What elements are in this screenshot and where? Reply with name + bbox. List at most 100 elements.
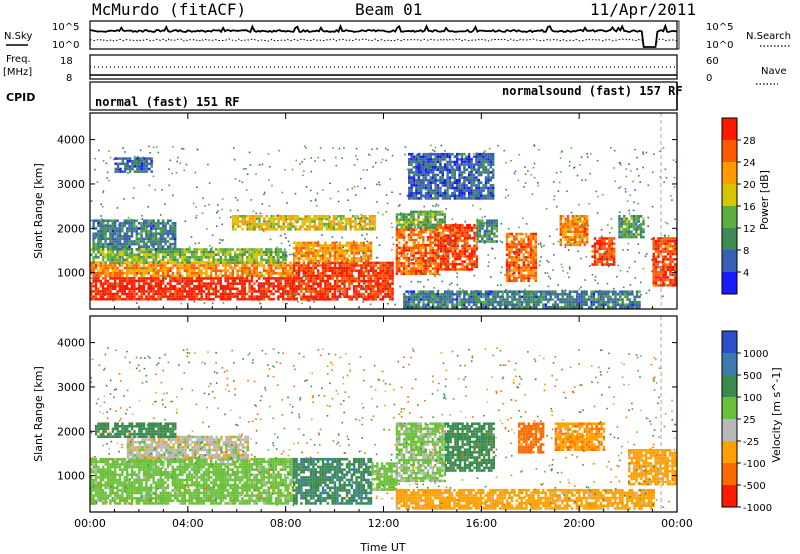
power-ylabel: Slant Range [km] bbox=[32, 163, 45, 259]
y-tick-label: 3000 bbox=[57, 178, 85, 191]
colorbar-swatch bbox=[722, 272, 737, 294]
noise-tick-right-top: 10^5 bbox=[706, 22, 733, 33]
nave-label: Nave bbox=[761, 66, 787, 77]
colorbar-swatch bbox=[722, 118, 737, 140]
heatmap-patch bbox=[293, 241, 373, 263]
x-tick-label: 16:00 bbox=[465, 517, 497, 530]
heatmap-patch bbox=[92, 219, 177, 251]
freq-tick-bottom: 8 bbox=[66, 73, 72, 84]
colorbar-swatch bbox=[722, 206, 737, 228]
cpid-panel: CPID normal (fast) 151 RF normalsound (f… bbox=[6, 81, 683, 111]
freq-unit-label: [MHz] bbox=[3, 67, 32, 78]
date-title: 11/Apr/2011 bbox=[590, 0, 696, 19]
heatmap-patch bbox=[408, 152, 495, 200]
beam-title: Beam 01 bbox=[355, 0, 422, 19]
colorbar-tick-label: 25 bbox=[743, 415, 756, 426]
heatmap-patch bbox=[628, 449, 677, 486]
heatmap-patch bbox=[505, 232, 537, 283]
noise-panel: N.Sky 10^5 10^0 10^5 10^0 N.Search bbox=[4, 20, 791, 51]
velocity-ylabel: Slant Range [km] bbox=[32, 366, 45, 462]
velocity-panel: 1000 2000 3000 4000 00:00 04:00 08:00 12:00 16:… bbox=[32, 315, 693, 554]
colorbar-swatch bbox=[722, 397, 737, 419]
heatmap-patch bbox=[114, 157, 153, 173]
colorbar-swatch bbox=[722, 331, 737, 353]
power-y-axis: 1000 2000 3000 4000 bbox=[57, 134, 677, 280]
colorbar-tick-label: 20 bbox=[743, 180, 756, 191]
power-heatmap bbox=[90, 113, 677, 309]
xlabel: Time UT bbox=[359, 541, 405, 554]
velocity-y-axis: 1000 2000 3000 4000 bbox=[57, 337, 677, 483]
colorbar-swatch bbox=[722, 441, 737, 463]
colorbar-tick-label: 500 bbox=[743, 371, 762, 382]
colorbar-tick-label: -25 bbox=[743, 437, 759, 448]
power-panel: 1000 2000 3000 4000 Slant Range [km] bbox=[32, 112, 678, 310]
freq-panel: Freq. [MHz] 18 8 60 0 Nave bbox=[3, 54, 787, 85]
noise-tick-right-bottom: 10^0 bbox=[706, 40, 733, 51]
noise-search-line bbox=[89, 38, 678, 48]
time-x-axis: 00:00 04:00 08:00 12:00 16:00 20:00 00:00 bbox=[74, 316, 693, 530]
y-tick-label: 3000 bbox=[57, 381, 85, 394]
colorbar-tick-label: 4 bbox=[743, 268, 749, 279]
heatmap-patch bbox=[94, 422, 177, 438]
heatmap-patch bbox=[90, 457, 294, 505]
y-tick-label: 4000 bbox=[57, 337, 85, 350]
heatmap-patch bbox=[293, 261, 394, 301]
scatter-noise bbox=[90, 347, 677, 509]
nave-tick-top: 60 bbox=[706, 56, 719, 67]
colorbar-tick-label: 12 bbox=[743, 224, 756, 235]
nsearch-label: N.Search bbox=[746, 31, 791, 42]
freq-tick-top: 18 bbox=[60, 56, 73, 67]
heatmap-patch bbox=[126, 435, 250, 460]
x-tick-label: 20:00 bbox=[563, 517, 595, 530]
colorbar-swatch bbox=[722, 419, 737, 441]
heatmap-patch bbox=[395, 228, 439, 276]
heatmap-patch bbox=[554, 422, 606, 451]
velocity-heatmap bbox=[90, 316, 677, 512]
heatmap-patch bbox=[395, 488, 655, 510]
heatmap-patch bbox=[231, 215, 376, 231]
nsky-label: N.Sky bbox=[4, 31, 32, 42]
colorbar-tick-label: 100 bbox=[743, 393, 762, 404]
colorbar-swatch bbox=[722, 162, 737, 184]
x-tick-label: 08:00 bbox=[270, 517, 302, 530]
x-tick-label: 04:00 bbox=[172, 517, 204, 530]
colorbar-swatch bbox=[722, 184, 737, 206]
colorbar-tick-label: -1000 bbox=[743, 503, 772, 514]
colorbar-swatch bbox=[722, 228, 737, 250]
noise-sky-line bbox=[89, 23, 678, 48]
y-tick-label: 1000 bbox=[57, 267, 85, 280]
y-tick-label: 2000 bbox=[57, 425, 85, 438]
colorbar-tick-label: -500 bbox=[743, 481, 766, 492]
heatmap-patch bbox=[518, 422, 545, 454]
noise-tick-left-top: 10^5 bbox=[52, 22, 79, 33]
cpid-mode-normalsound: normalsound (fast) 157 RF bbox=[502, 84, 683, 98]
colorbar-tick-label: -100 bbox=[743, 459, 766, 470]
power-colorbar-label: Power [dB] bbox=[758, 170, 771, 230]
colorbar-tick-label: 24 bbox=[743, 158, 756, 169]
scatter-noise bbox=[90, 144, 677, 306]
colorbar-swatch bbox=[722, 353, 737, 375]
velocity-colorbar: 1000 500 100 25 -25 -100 -500 -1000 bbox=[721, 330, 772, 514]
heatmap-patch bbox=[559, 215, 589, 247]
station-title: McMurdo (fitACF) bbox=[92, 0, 246, 19]
colorbar-swatch bbox=[722, 250, 737, 272]
colorbar-tick-label: 8 bbox=[743, 246, 749, 257]
colorbar-swatch bbox=[722, 375, 737, 397]
colorbar-swatch bbox=[722, 140, 737, 162]
colorbar-tick-label: 1000 bbox=[743, 349, 768, 360]
x-tick-label: 12:00 bbox=[368, 517, 400, 530]
power-colorbar: 4 8 12 16 20 24 28 bbox=[721, 117, 756, 295]
cpid-mode-normal: normal (fast) 151 RF bbox=[95, 95, 240, 109]
nave-tick-bottom: 0 bbox=[706, 73, 712, 84]
freq-label: Freq. bbox=[6, 54, 31, 65]
heatmap-patch bbox=[293, 457, 373, 505]
noise-tick-left-bottom: 10^0 bbox=[52, 40, 79, 51]
x-tick-label: 00:00 bbox=[74, 517, 106, 530]
heatmap-patch bbox=[437, 223, 479, 271]
y-tick-label: 4000 bbox=[57, 134, 85, 147]
y-tick-label: 2000 bbox=[57, 222, 85, 235]
colorbar-swatch bbox=[722, 485, 737, 507]
heatmap-patch bbox=[395, 422, 447, 483]
colorbar-swatch bbox=[722, 463, 737, 485]
